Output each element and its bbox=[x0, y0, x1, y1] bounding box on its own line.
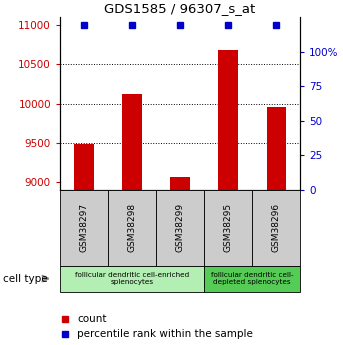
Text: GSM38297: GSM38297 bbox=[80, 203, 88, 252]
Bar bbox=[170, 177, 190, 190]
Bar bbox=[108, 190, 156, 266]
Bar bbox=[60, 190, 108, 266]
Bar bbox=[252, 190, 300, 266]
Bar bbox=[122, 94, 142, 190]
Text: percentile rank within the sample: percentile rank within the sample bbox=[77, 329, 253, 339]
Bar bbox=[74, 144, 94, 190]
Bar bbox=[218, 50, 238, 190]
Text: follicular dendritic cell-enriched
splenocytes: follicular dendritic cell-enriched splen… bbox=[75, 272, 189, 285]
Title: GDS1585 / 96307_s_at: GDS1585 / 96307_s_at bbox=[105, 2, 256, 15]
Text: GSM38299: GSM38299 bbox=[176, 203, 185, 252]
Bar bbox=[204, 190, 252, 266]
Bar bbox=[60, 266, 204, 292]
Bar bbox=[267, 107, 286, 190]
Text: GSM38295: GSM38295 bbox=[224, 203, 233, 252]
Text: GSM38296: GSM38296 bbox=[272, 203, 281, 252]
Bar bbox=[204, 266, 300, 292]
Text: GSM38298: GSM38298 bbox=[128, 203, 137, 252]
Text: cell type: cell type bbox=[3, 274, 48, 284]
Bar bbox=[156, 190, 204, 266]
Text: follicular dendritic cell-
depleted splenocytes: follicular dendritic cell- depleted sple… bbox=[211, 272, 293, 285]
Text: count: count bbox=[77, 314, 107, 324]
